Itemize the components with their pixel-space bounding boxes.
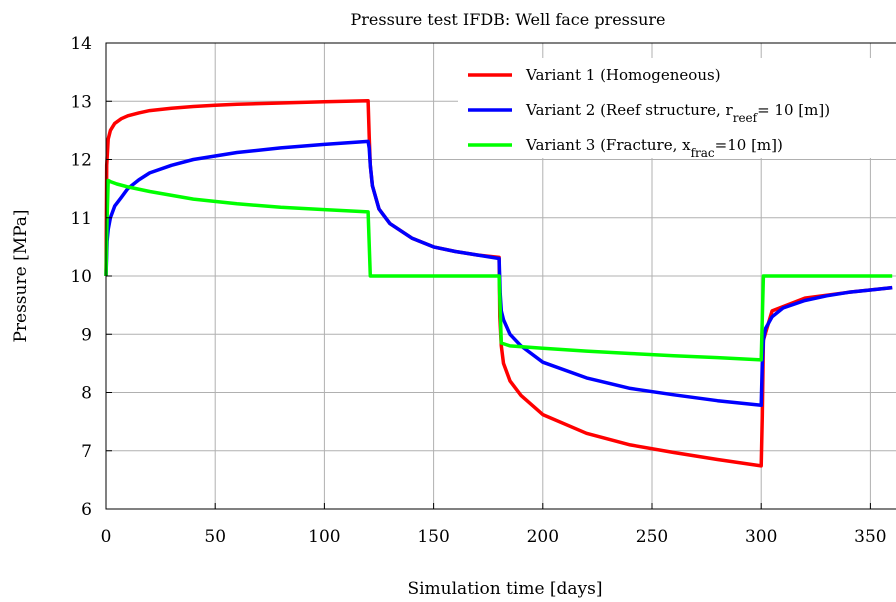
x-tick-label: 250 [636, 527, 668, 547]
series-layer [104, 98, 893, 468]
legend-entry-1: Variant 1 (Homogeneous) [525, 66, 721, 84]
y-axis-label: Pressure [MPa] [11, 209, 31, 342]
y-ticks: 6 7 8 9 10 11 12 13 14 [70, 34, 112, 520]
y-tick-label: 7 [81, 442, 92, 462]
x-tick-label: 300 [745, 527, 777, 547]
legend-entry-2: Variant 2 (Reef structure, rreef= 10 [m]… [525, 101, 830, 125]
x-tick-label: 100 [308, 527, 340, 547]
x-tick-label: 50 [204, 527, 226, 547]
legend-entry-3: Variant 3 (Fracture, xfrac=10 [m]) [525, 136, 783, 160]
x-tick-label: 0 [101, 527, 112, 547]
y-tick-label: 8 [81, 384, 92, 404]
x-tick-label: 200 [527, 527, 559, 547]
x-ticks: 0 50 100 150 200 250 300 350 [101, 503, 887, 547]
legend-box [458, 58, 896, 158]
y-tick-label: 11 [70, 209, 92, 229]
x-tick-label: 150 [417, 527, 449, 547]
x-tick-label: 350 [854, 527, 886, 547]
y-tick-label: 9 [81, 325, 92, 345]
y-tick-label: 12 [70, 151, 92, 171]
chart-title: Pressure test IFDB: Well face pressure [350, 10, 665, 29]
series-line-3 [104, 178, 893, 362]
series-line-2 [104, 139, 893, 408]
y-tick-label: 14 [70, 34, 92, 54]
y-tick-label: 6 [81, 500, 92, 520]
legend: Variant 1 (Homogeneous) Variant 2 (Reef s… [458, 58, 896, 160]
y-tick-label: 13 [70, 92, 92, 112]
x-axis-label: Simulation time [days] [407, 579, 602, 599]
y-tick-label: 10 [70, 267, 92, 287]
